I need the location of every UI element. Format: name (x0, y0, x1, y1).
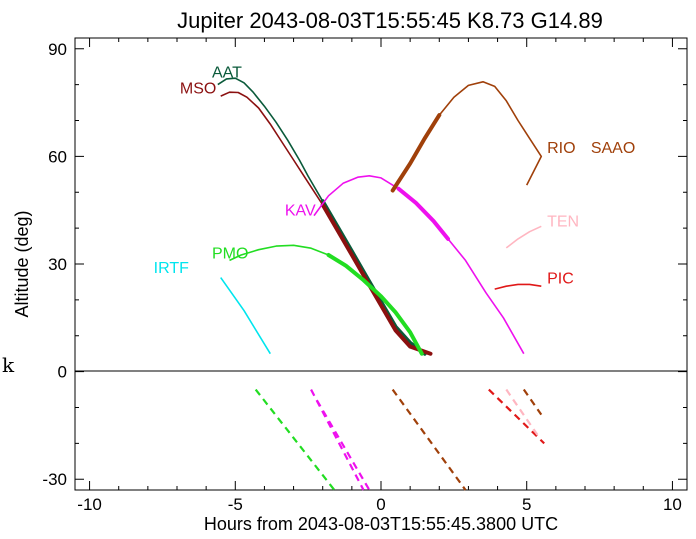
series-label-mso: MSO (180, 81, 216, 98)
axis-ticks: -10 -5 0 5 10 -30 0 30 60 90 (42, 38, 687, 514)
series-layer (217, 77, 545, 491)
stray-label: k (2, 353, 15, 377)
series-line-irtf (220, 277, 271, 355)
chart-title: Jupiter 2043-08-03T15:55:45 K8.73 G14.89 (177, 8, 603, 33)
series-label-pic: PIC (547, 271, 574, 288)
series-label-ten: TEN (547, 213, 579, 230)
series-dark-segment-kav (396, 186, 450, 241)
y-tick-label: -30 (42, 470, 67, 489)
y-tick-label: 60 (48, 147, 67, 166)
series-dark-segment-mso (320, 202, 433, 356)
below-horizon-track (254, 388, 336, 491)
x-axis-label: Hours from 2043-08-03T15:55:45.3800 UTC (204, 514, 558, 534)
y-tick-label: 0 (58, 363, 67, 382)
x-tick-label: -10 (77, 495, 102, 514)
series-label-irtf: IRTF (154, 260, 189, 277)
below-horizon-track (391, 388, 467, 491)
below-horizon-track (315, 399, 371, 491)
series-label-aat: AAT (212, 64, 242, 81)
series-line-pic (494, 283, 542, 290)
series-dark-segment-pmo (326, 253, 424, 356)
y-tick-label: 30 (48, 255, 67, 274)
x-tick-label: -5 (228, 495, 243, 514)
series-label-pmo: PMO (212, 246, 248, 263)
x-tick-label: 5 (522, 495, 531, 514)
series-label-saao: SAAO (591, 140, 635, 157)
x-tick-label: 10 (663, 495, 682, 514)
series-label-rio: RIO (547, 140, 575, 157)
below-horizon-track (488, 388, 545, 445)
series-dark-segment-rio (390, 113, 442, 193)
y-tick-label: 90 (48, 40, 67, 59)
series-label-kav: KAV (285, 203, 316, 220)
below-horizon-track (505, 388, 540, 437)
series-line-pmo (229, 244, 423, 355)
x-tick-label: 0 (376, 495, 385, 514)
below-horizon-track (522, 388, 543, 416)
series-line-rio (392, 81, 543, 191)
series-line-ten (505, 225, 542, 249)
y-axis-label: Altitude (deg) (12, 210, 32, 317)
